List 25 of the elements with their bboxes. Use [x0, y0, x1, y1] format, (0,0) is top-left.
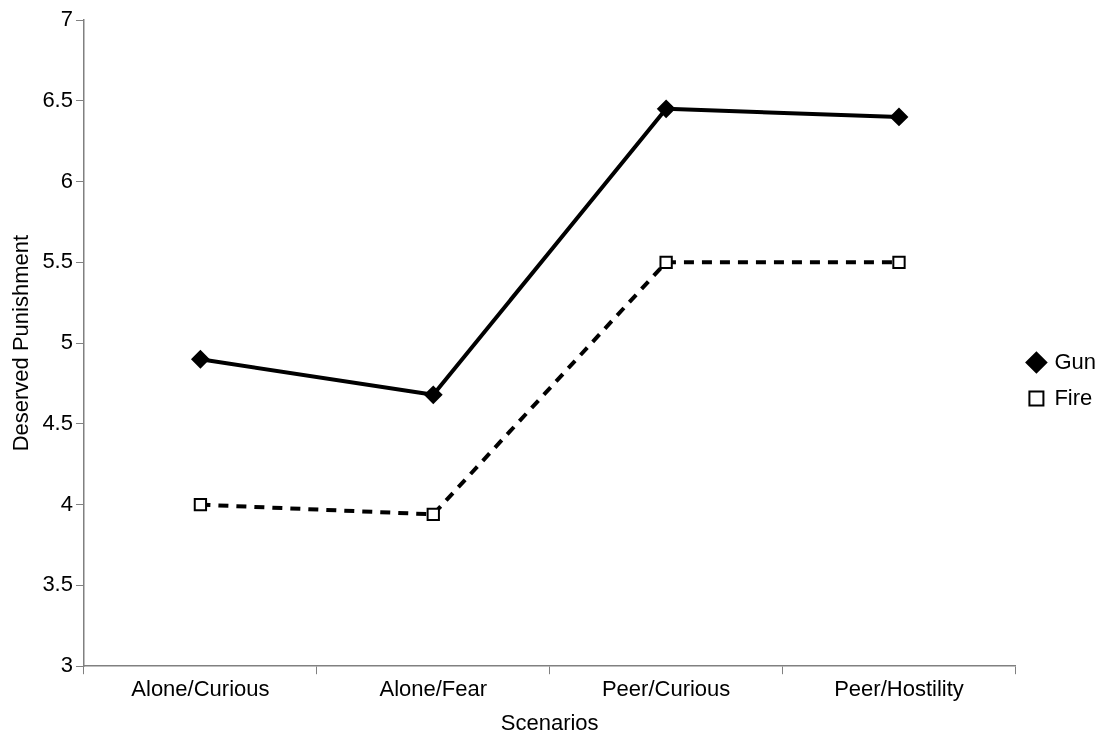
x-tick-label: Peer/Curious: [601, 676, 731, 702]
point: [889, 107, 908, 126]
y-tick-label: 3: [60, 652, 73, 678]
y-tick-label: 4.5: [42, 409, 73, 435]
x-tick-label: Peer/Hostility: [834, 676, 964, 702]
point: [659, 255, 673, 269]
point: [191, 350, 210, 369]
y-axis-title: Deserved Punishment: [8, 234, 34, 452]
y-tick-label: 6.5: [42, 86, 73, 112]
point: [892, 255, 906, 269]
y-tick-label: 6: [60, 167, 73, 193]
point: [424, 385, 443, 404]
x-tick-label: Alone/Curious: [131, 676, 270, 702]
point: [657, 99, 676, 118]
legend-label: Fire: [1054, 384, 1093, 410]
y-tick-label: 7: [60, 6, 73, 32]
x-axis-title: Scenarios: [500, 709, 599, 735]
x-tick-label: Alone/Fear: [379, 676, 488, 702]
legend-label: Gun: [1054, 348, 1097, 374]
y-tick-label: 5.5: [42, 248, 73, 274]
y-tick-label: 3.5: [42, 571, 73, 597]
point: [426, 507, 440, 521]
y-tick-label: 5: [60, 329, 73, 355]
y-tick-label: 4: [60, 490, 73, 516]
point: [193, 497, 208, 512]
